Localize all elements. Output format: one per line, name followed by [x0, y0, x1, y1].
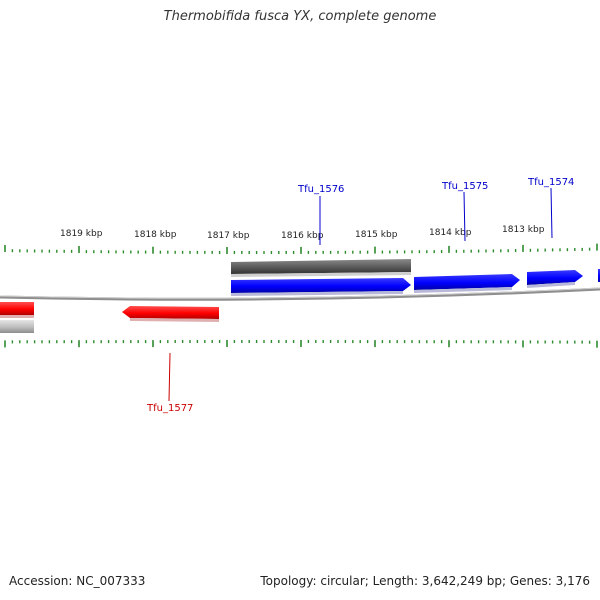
genome-backbone-highlight [0, 287, 600, 299]
gene-tfu-1575[interactable] [414, 274, 520, 290]
label-tfu-1577[interactable]: Tfu_1577 [146, 403, 193, 414]
accession-text: Accession: NC_007333 [9, 574, 146, 588]
genome-backbone [0, 287, 600, 301]
gene-tfu-1576-shadow [231, 291, 403, 296]
scale-label-1814: 1814 kbp [429, 228, 472, 238]
scale-label-1813: 1813 kbp [502, 225, 545, 235]
gene-tfu-1577-shadow [130, 318, 219, 322]
gene-tfu-1577[interactable] [122, 306, 219, 319]
gene-tfu-1576[interactable] [231, 278, 411, 293]
gene-left-reverse-shadow [0, 315, 34, 318]
gene-tfu-1575-shadow [414, 287, 512, 293]
outer-tick-ring [4, 243, 598, 254]
gene-left-reverse[interactable] [0, 302, 34, 315]
map-title: Thermobifida fusca YX, complete genome [163, 9, 437, 24]
leader-tfu-1577 [168, 352, 171, 402]
scale-label-1816: 1816 kbp [281, 231, 324, 241]
label-tfu-1576[interactable]: Tfu_1576 [297, 184, 344, 195]
scale-label-1819: 1819 kbp [60, 229, 103, 239]
inner-tick-ring [4, 340, 598, 348]
label-tfu-1575[interactable]: Tfu_1575 [441, 181, 488, 192]
genome-summary-text: Topology: circular; Length: 3,642,249 bp… [260, 574, 590, 588]
label-tfu-1574[interactable]: Tfu_1574 [527, 177, 574, 188]
leader-tfu-1574 [550, 187, 553, 239]
gene-tfu-1574[interactable] [527, 270, 583, 285]
leader-tfu-1575 [463, 191, 466, 242]
gene-tfu-1574-shadow [527, 282, 575, 288]
gray-feature-bar[interactable] [231, 259, 411, 274]
gene-left-gray[interactable] [0, 320, 34, 333]
scale-label-1815: 1815 kbp [355, 230, 398, 240]
gray-feature-shadow [231, 272, 411, 277]
scale-label-1818: 1818 kbp [134, 230, 177, 240]
scale-label-1817: 1817 kbp [207, 231, 250, 241]
